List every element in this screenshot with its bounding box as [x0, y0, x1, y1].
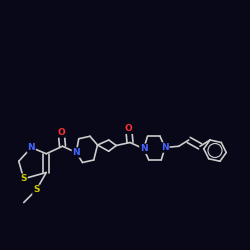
Text: S: S — [33, 186, 40, 194]
Text: N: N — [140, 144, 147, 153]
Text: O: O — [125, 124, 132, 133]
Text: N: N — [72, 148, 80, 157]
Text: O: O — [58, 128, 65, 137]
Text: S: S — [20, 174, 27, 183]
Text: N: N — [161, 143, 169, 152]
Text: N: N — [28, 143, 35, 152]
